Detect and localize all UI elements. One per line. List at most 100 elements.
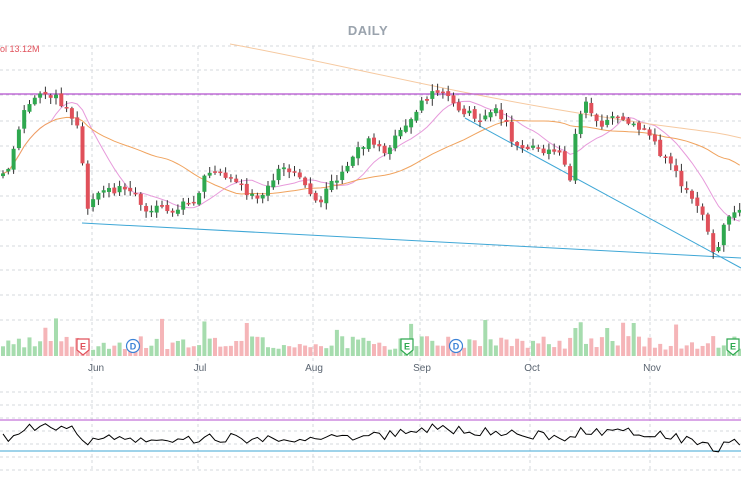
- candle-body: [207, 172, 212, 176]
- month-tick-label: Aug: [305, 363, 323, 374]
- event-label: D: [453, 342, 460, 352]
- volume-bar: [223, 346, 228, 356]
- month-tick-label: Jun: [88, 363, 104, 374]
- candle-body: [356, 147, 361, 159]
- candle-body: [175, 209, 180, 214]
- volume-bar: [430, 340, 435, 356]
- candle-body: [64, 107, 69, 109]
- volume-bar: [54, 318, 58, 356]
- candle-body: [568, 166, 573, 181]
- candle-body: [504, 119, 509, 122]
- ma-mid-line: [2, 116, 740, 195]
- volume-label: ol 13.12M: [0, 44, 40, 54]
- volume-bar: [695, 348, 700, 356]
- volume-bar: [59, 341, 64, 356]
- candle-body: [223, 172, 228, 178]
- volume-bar: [191, 346, 196, 356]
- volume-bar: [531, 340, 535, 356]
- candle-body: [425, 98, 429, 101]
- volume-bar: [266, 347, 270, 356]
- month-tick-label: Jul: [194, 363, 207, 374]
- volume-bar: [27, 337, 32, 356]
- volume-bar: [250, 336, 255, 356]
- candle-body: [361, 147, 366, 149]
- candle-body: [138, 193, 143, 205]
- volume-bar: [276, 348, 281, 356]
- candle-body: [1, 173, 5, 177]
- candle-body: [334, 180, 339, 183]
- volume-bar: [621, 322, 626, 356]
- volume-bar: [350, 336, 355, 356]
- volume-bar: [637, 336, 641, 356]
- candle-body: [398, 129, 403, 137]
- volume-bar: [181, 339, 186, 356]
- event-label: D: [130, 342, 137, 352]
- volume-bar: [690, 342, 694, 356]
- volume-bar: [578, 322, 583, 356]
- month-tick-label: Oct: [524, 363, 540, 374]
- volume-bar: [112, 345, 117, 356]
- candle-body: [244, 183, 249, 196]
- candle-body: [520, 145, 525, 149]
- candle-body: [96, 192, 101, 200]
- candle-body: [48, 95, 53, 98]
- volume-bar: [340, 336, 345, 356]
- volume-bar: [16, 338, 21, 356]
- volume-bar: [366, 340, 371, 356]
- volume-bar: [170, 342, 175, 356]
- volume-bar: [737, 348, 741, 356]
- candle-body: [478, 120, 482, 123]
- candle-body: [679, 170, 684, 187]
- candle-body: [308, 183, 313, 195]
- candle-body: [350, 156, 355, 166]
- volume-bar: [446, 336, 451, 356]
- volume-bar: [160, 318, 164, 356]
- volume-bar: [562, 348, 567, 356]
- candle-body: [435, 90, 440, 93]
- volume-bar: [154, 338, 159, 356]
- volume-bar: [313, 344, 318, 356]
- volume-bar: [260, 337, 265, 356]
- candle-body: [721, 224, 726, 246]
- volume-bar: [705, 343, 710, 356]
- volume-bar: [107, 348, 111, 356]
- candle-body: [255, 195, 260, 199]
- candle-body: [319, 199, 323, 203]
- candle-body: [160, 205, 164, 207]
- candle-body: [552, 149, 557, 152]
- volume-bar: [69, 346, 74, 356]
- volume-bar: [393, 348, 398, 356]
- candle-body: [737, 209, 741, 213]
- volume-bar: [419, 336, 424, 356]
- candle-body: [493, 108, 498, 114]
- volume-bar: [674, 324, 679, 356]
- volume-bar: [642, 346, 647, 356]
- candle-body: [658, 139, 663, 157]
- candle-body: [690, 190, 694, 199]
- volume-bar: [122, 349, 127, 356]
- volume-bar: [462, 347, 467, 356]
- candle-body: [303, 177, 308, 186]
- volume-bar: [186, 347, 191, 356]
- candle-body: [260, 195, 265, 199]
- candle-body: [652, 134, 657, 142]
- volume-bar: [32, 346, 37, 356]
- candle-body: [297, 172, 302, 178]
- candle-body: [663, 156, 668, 158]
- candle-body: [6, 168, 11, 172]
- volume-bar: [207, 338, 212, 356]
- candle-body: [647, 129, 652, 136]
- volume-bar: [610, 341, 615, 356]
- volume-bar: [658, 343, 663, 356]
- volume-bar: [11, 344, 16, 356]
- volume-bar: [356, 339, 361, 356]
- volume-bar: [271, 347, 276, 356]
- volume-bar: [197, 345, 202, 356]
- candle-body: [467, 110, 472, 114]
- candle-body: [488, 112, 493, 118]
- moving-averages: [2, 43, 741, 222]
- volume-bar: [515, 338, 520, 356]
- volume-bar: [91, 349, 96, 356]
- candle-body: [234, 178, 239, 183]
- rsi-line: [2, 423, 741, 453]
